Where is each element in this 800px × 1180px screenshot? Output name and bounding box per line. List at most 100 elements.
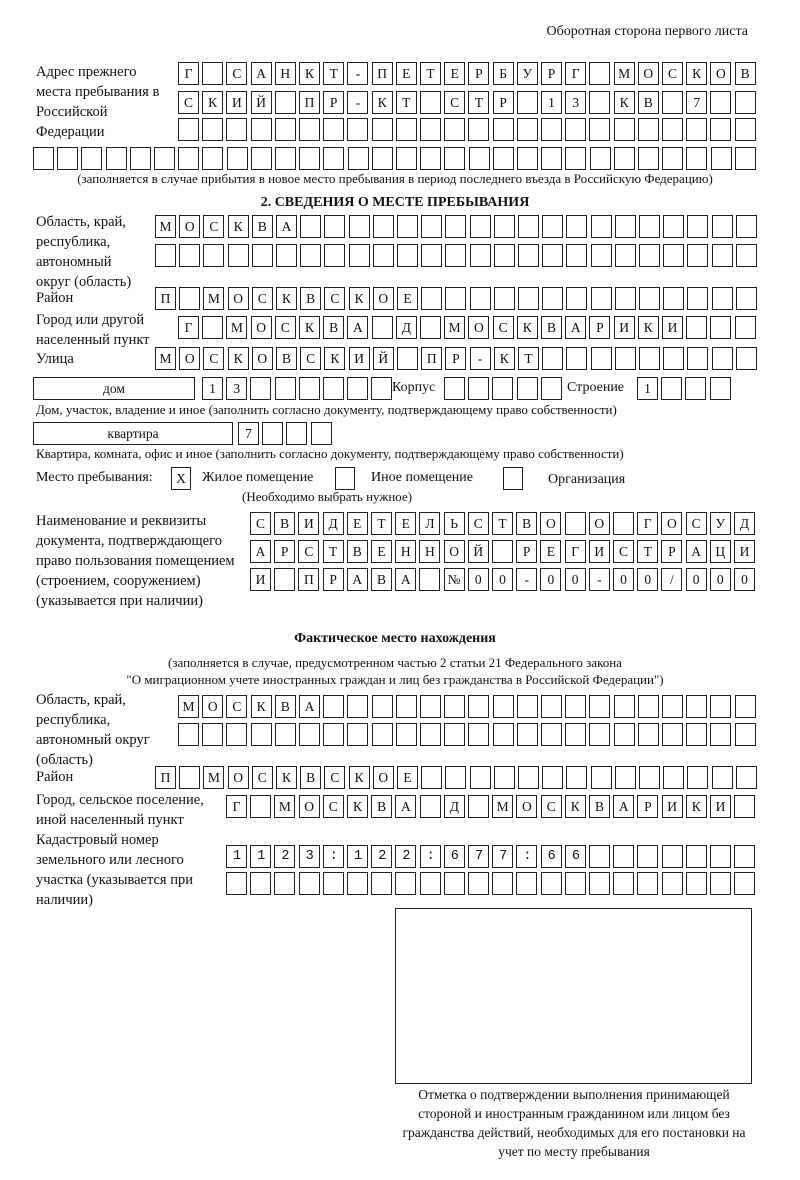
char-cell[interactable] <box>734 695 756 718</box>
char-cell[interactable] <box>492 118 514 141</box>
char-cell[interactable] <box>565 147 587 170</box>
char-cell[interactable] <box>566 244 588 267</box>
char-cell[interactable] <box>710 118 732 141</box>
char-cell[interactable] <box>468 795 489 818</box>
char-cell[interactable] <box>443 845 465 868</box>
char-cell[interactable] <box>542 287 564 310</box>
char-cell[interactable] <box>686 695 708 718</box>
char-cell[interactable] <box>250 872 272 895</box>
char-cell[interactable] <box>469 766 491 789</box>
char-cell[interactable] <box>589 723 611 746</box>
char-cell[interactable]: А <box>276 215 297 238</box>
char-cell[interactable] <box>637 118 659 141</box>
char-cell[interactable] <box>323 118 345 141</box>
char-cell[interactable]: С <box>203 215 225 238</box>
char-cell[interactable] <box>710 723 732 746</box>
char-cell[interactable]: К <box>299 62 320 85</box>
char-cell[interactable] <box>274 377 296 400</box>
char-cell[interactable] <box>516 118 538 141</box>
char-cell[interactable] <box>322 845 344 868</box>
char-cell[interactable]: Т <box>492 512 513 535</box>
char-cell[interactable]: В <box>300 766 322 789</box>
char-cell[interactable]: И <box>734 540 755 563</box>
char-cell[interactable] <box>565 723 587 746</box>
char-cell[interactable]: / <box>661 568 683 591</box>
char-cell[interactable]: И <box>613 316 635 339</box>
char-cell[interactable] <box>687 347 709 370</box>
char-cell[interactable] <box>105 147 127 170</box>
char-cell[interactable] <box>542 347 564 370</box>
char-cell[interactable]: Р <box>445 347 467 370</box>
char-cell[interactable] <box>662 91 683 114</box>
char-cell[interactable] <box>517 147 538 170</box>
char-cell[interactable] <box>421 287 443 310</box>
char-cell[interactable]: Е <box>395 512 417 535</box>
char-cell[interactable]: 0 <box>613 568 634 591</box>
char-cell[interactable] <box>129 147 151 170</box>
char-cell[interactable] <box>614 766 636 789</box>
char-cell[interactable]: А <box>565 316 587 339</box>
char-cell[interactable]: М <box>274 795 296 818</box>
char-cell[interactable]: В <box>589 795 610 818</box>
char-cell[interactable]: К <box>685 795 707 818</box>
char-cell[interactable] <box>348 215 370 238</box>
char-cell[interactable] <box>324 244 346 267</box>
char-cell[interactable] <box>395 118 417 141</box>
char-cell[interactable] <box>178 147 200 170</box>
char-cell[interactable] <box>710 845 731 868</box>
char-cell[interactable] <box>179 244 201 267</box>
char-cell[interactable]: В <box>346 540 368 563</box>
option-other-premises-checkbox[interactable] <box>335 467 355 490</box>
char-cell[interactable] <box>492 695 514 718</box>
char-cell[interactable]: Е <box>397 287 418 310</box>
char-cell[interactable]: М <box>155 215 176 238</box>
char-cell[interactable]: П <box>155 766 176 789</box>
char-cell[interactable] <box>179 287 201 310</box>
char-cell[interactable] <box>300 215 322 238</box>
char-cell[interactable]: Г <box>637 512 659 535</box>
char-cell[interactable] <box>661 845 683 868</box>
char-cell[interactable] <box>275 147 296 170</box>
char-cell[interactable]: О <box>298 795 320 818</box>
char-cell[interactable]: О <box>710 62 732 85</box>
char-cell[interactable] <box>202 147 224 170</box>
char-cell[interactable] <box>639 347 660 370</box>
char-cell[interactable] <box>564 512 586 535</box>
char-cell[interactable]: С <box>300 347 322 370</box>
char-cell[interactable]: И <box>298 512 320 535</box>
char-cell[interactable] <box>710 316 732 339</box>
char-cell[interactable]: В <box>734 62 756 85</box>
char-cell[interactable] <box>347 872 368 895</box>
char-cell[interactable]: Т <box>395 91 417 114</box>
char-cell[interactable]: Г <box>226 795 247 818</box>
char-cell[interactable] <box>444 695 466 718</box>
char-cell[interactable] <box>590 244 612 267</box>
char-cell[interactable] <box>735 287 757 310</box>
char-cell[interactable]: Е <box>540 540 562 563</box>
char-cell[interactable] <box>566 215 588 238</box>
char-cell[interactable] <box>250 118 272 141</box>
char-cell[interactable] <box>419 795 441 818</box>
char-cell[interactable] <box>613 147 635 170</box>
char-cell[interactable]: Р <box>516 540 538 563</box>
char-cell[interactable] <box>637 695 659 718</box>
char-cell[interactable]: Р <box>468 62 490 85</box>
char-cell[interactable]: К <box>348 766 370 789</box>
char-cell[interactable] <box>226 118 248 141</box>
char-cell[interactable] <box>469 287 491 310</box>
char-cell[interactable] <box>468 845 489 868</box>
char-cell[interactable]: С <box>251 766 273 789</box>
char-cell[interactable] <box>613 845 635 868</box>
char-cell[interactable]: К <box>227 215 249 238</box>
char-cell[interactable] <box>371 695 393 718</box>
char-cell[interactable]: С <box>203 347 225 370</box>
char-cell[interactable] <box>516 723 538 746</box>
char-cell[interactable] <box>518 215 539 238</box>
char-cell[interactable]: Р <box>541 62 562 85</box>
char-cell[interactable]: С <box>662 62 683 85</box>
house-type-field[interactable]: дом <box>33 377 195 400</box>
char-cell[interactable] <box>445 215 467 238</box>
char-cell[interactable]: - <box>347 62 369 85</box>
char-cell[interactable]: Р <box>323 91 345 114</box>
char-cell[interactable] <box>420 723 441 746</box>
